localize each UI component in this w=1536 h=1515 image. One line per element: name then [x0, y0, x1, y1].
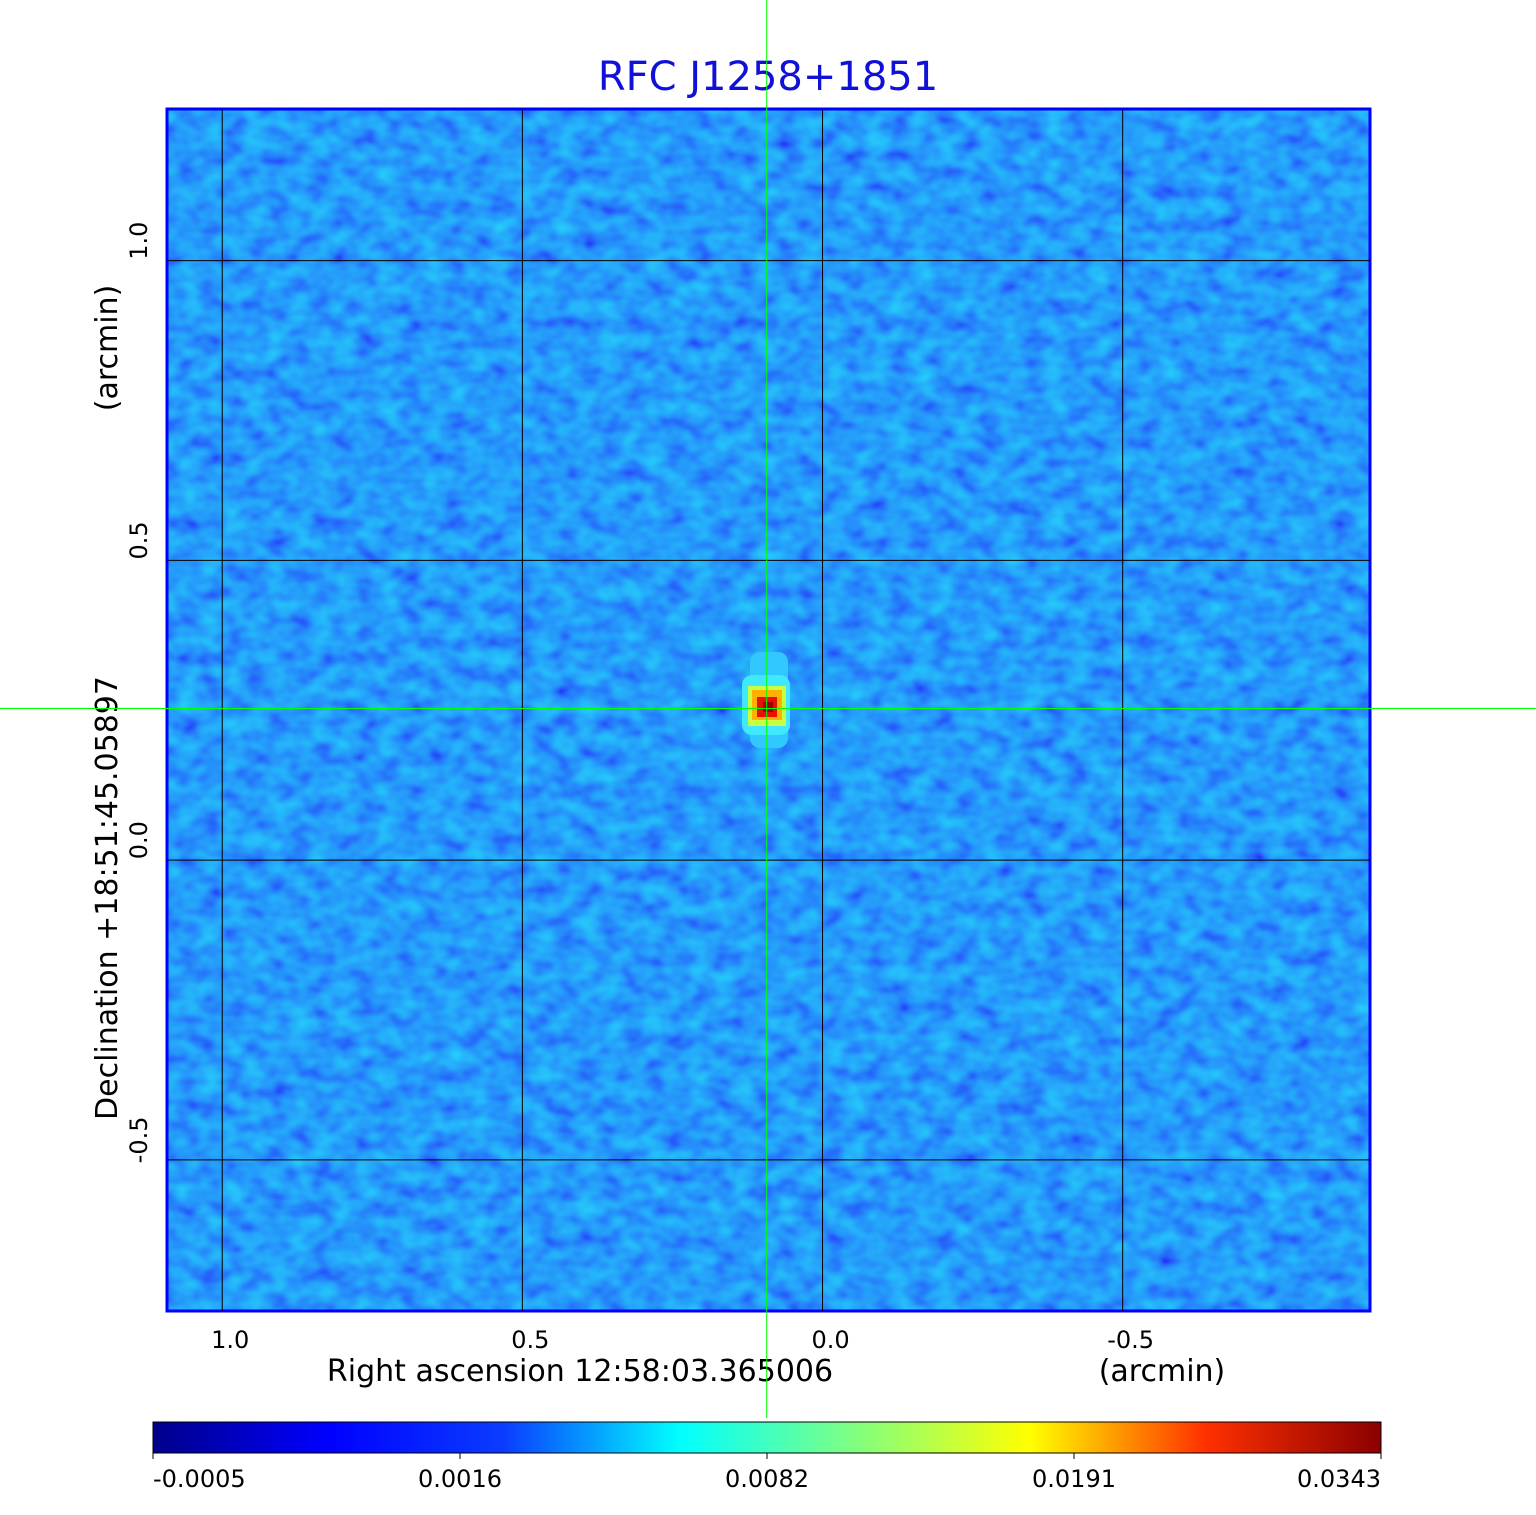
colorbar-scale — [152, 1421, 1382, 1454]
blob-peak — [763, 702, 773, 712]
x-axis-unit: (arcmin) — [1099, 1354, 1226, 1389]
y-tick-label: 0.5 — [125, 521, 153, 559]
y-tick-label: 0.0 — [125, 821, 153, 859]
y-axis-label: Declination +18:51:45.05897 — [90, 676, 125, 1120]
colorbar-tick-label: 0.0016 — [418, 1465, 502, 1493]
labels: RFC J1258+1851 Right ascension 12:58:03.… — [90, 54, 1225, 1389]
y-axis-unit: (arcmin) — [90, 285, 125, 412]
colorbar-tick-label: 0.0191 — [1032, 1465, 1116, 1493]
colorbar-tick-label: 0.0082 — [725, 1465, 809, 1493]
grid — [167, 109, 1370, 1311]
x-axis-label: Right ascension 12:58:03.365006 — [327, 1354, 833, 1389]
y-tick-label: 1.0 — [125, 222, 153, 260]
x-tick-label: 0.0 — [811, 1326, 849, 1354]
colorbar-tick-label: -0.0005 — [153, 1465, 246, 1493]
x-tick-label: -0.5 — [1107, 1326, 1154, 1354]
x-tick-label: 1.0 — [211, 1326, 249, 1354]
image-frame — [165, 107, 1372, 1313]
image — [165, 107, 1372, 1313]
x-tick-label: 0.5 — [511, 1326, 549, 1354]
colorbar: -0.0005 0.0016 0.0082 0.0191 0.0343 — [152, 1421, 1382, 1493]
colorbar-tick-label: 0.0343 — [1297, 1465, 1381, 1493]
y-tick-label: -0.5 — [125, 1117, 153, 1164]
crosshair — [0, 0, 1536, 1418]
chart-title: RFC J1258+1851 — [598, 54, 938, 100]
